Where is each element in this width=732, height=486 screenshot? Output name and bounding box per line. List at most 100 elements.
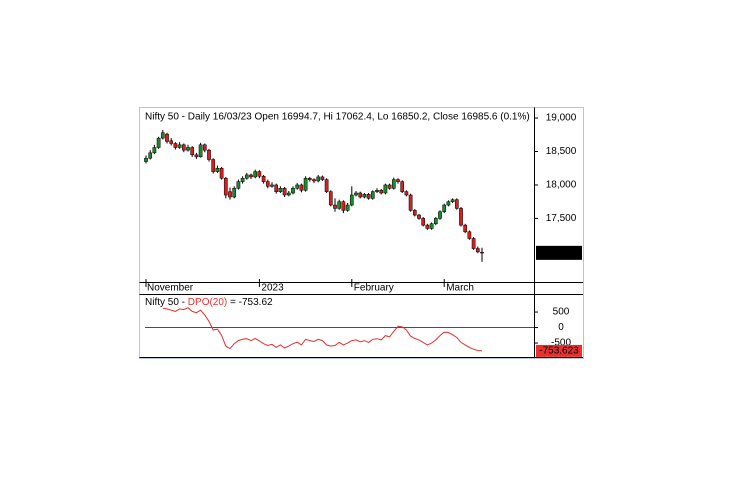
candle-body: [475, 248, 480, 253]
candle-body: [190, 147, 195, 156]
candle-body: [236, 181, 241, 189]
chart-frame: [139, 107, 584, 359]
candle-body: [282, 188, 287, 196]
candle-body: [274, 184, 279, 192]
candle-body: [261, 176, 266, 182]
candle-body: [207, 149, 211, 160]
indicator-title: Nifty 50 - DPO(20) = -753.62: [145, 297, 273, 308]
title-part: DPO(20): [188, 297, 227, 308]
candle-body: [333, 204, 337, 209]
candle-body: [366, 194, 371, 199]
candle-body: [345, 204, 350, 211]
candle-body: [169, 140, 174, 144]
last-value-box: [536, 245, 582, 260]
candle-body: [144, 157, 148, 162]
candle-body: [316, 176, 321, 182]
y-tick-label: 500: [553, 307, 570, 318]
candle-body: [337, 201, 342, 209]
candle-body: [349, 194, 354, 206]
x-tick-label: February: [354, 283, 394, 294]
candle-body: [270, 184, 274, 187]
candle-body: [202, 144, 207, 151]
candle-body: [223, 178, 228, 196]
chart-title: Nifty 50 - Daily 16/03/23 Open 16994.7, …: [145, 112, 530, 123]
candle-body: [215, 167, 220, 172]
candle-body: [307, 178, 312, 180]
candle-body: [471, 238, 476, 249]
candle-body: [480, 251, 484, 254]
y-tick-label: 17,500: [546, 213, 577, 224]
candle-body: [253, 171, 258, 178]
candle-body: [152, 147, 157, 154]
x-tick-label: November: [147, 283, 194, 294]
candle-body: [387, 184, 392, 189]
candle-body: [328, 191, 333, 206]
candle-body: [177, 144, 182, 148]
candle-body: [228, 191, 232, 198]
candle-body: [249, 174, 253, 178]
x-tick-label: 2023: [261, 283, 284, 294]
candle-body: [404, 191, 409, 196]
candle-body: [370, 191, 375, 199]
candle-body: [425, 224, 430, 229]
candle-body: [450, 199, 455, 202]
candle-body: [303, 178, 308, 191]
candle-body: [257, 171, 262, 177]
y-tick-label: 18,000: [546, 180, 577, 191]
candle-body: [433, 218, 438, 225]
candle-body: [181, 144, 186, 151]
y-tick-label: 18,500: [546, 146, 577, 157]
last-value-label: -753.623: [539, 346, 579, 357]
candle-body: [467, 231, 472, 239]
candle-body: [278, 188, 283, 192]
candle-body: [244, 174, 249, 179]
candle-body: [391, 179, 396, 189]
candle-body: [324, 179, 329, 192]
candle-body: [312, 179, 316, 182]
y-tick-label: 0: [558, 322, 564, 333]
candle-body: [459, 208, 463, 226]
candle-body: [320, 176, 325, 180]
candle-body: [198, 144, 203, 158]
last-value-label: 16,985.6: [540, 247, 579, 258]
candle-body: [156, 137, 161, 148]
candle-body: [148, 152, 153, 159]
candle-body: [240, 178, 245, 182]
candle-body: [463, 224, 468, 233]
candle-body: [412, 210, 417, 216]
last-value-box: [536, 344, 582, 357]
candle-body: [438, 211, 442, 219]
candle-body: [286, 192, 291, 196]
title-part: Nifty 50 -: [145, 297, 188, 308]
title-part: = -753.62: [227, 297, 273, 308]
candle-body: [417, 214, 421, 219]
candle-body: [408, 194, 413, 211]
candle-body: [341, 201, 346, 211]
candle-body: [396, 179, 400, 182]
candle-body: [173, 143, 178, 148]
candle-body: [400, 181, 405, 192]
candle-body: [291, 188, 295, 194]
x-tick-label: March: [446, 283, 474, 294]
y-tick-label: 19,000: [546, 113, 577, 124]
candle-body: [362, 194, 367, 198]
candle-body: [165, 133, 169, 142]
indicator-line: [162, 307, 483, 352]
candle-body: [454, 199, 459, 209]
candle-body: [299, 184, 304, 191]
candle-body: [446, 201, 451, 206]
candle-body: [379, 190, 384, 194]
candle-body: [295, 184, 300, 189]
candle-body: [211, 159, 216, 172]
candle-body: [265, 181, 270, 187]
candle-body: [429, 223, 434, 229]
candle-body: [421, 218, 426, 226]
candle-body: [160, 132, 165, 139]
candle-body: [375, 190, 379, 192]
y-tick-label: -500: [551, 338, 571, 349]
candle-body: [232, 188, 237, 198]
candle-body: [194, 154, 199, 158]
candle-body: [358, 192, 363, 198]
candle-body: [383, 184, 388, 194]
